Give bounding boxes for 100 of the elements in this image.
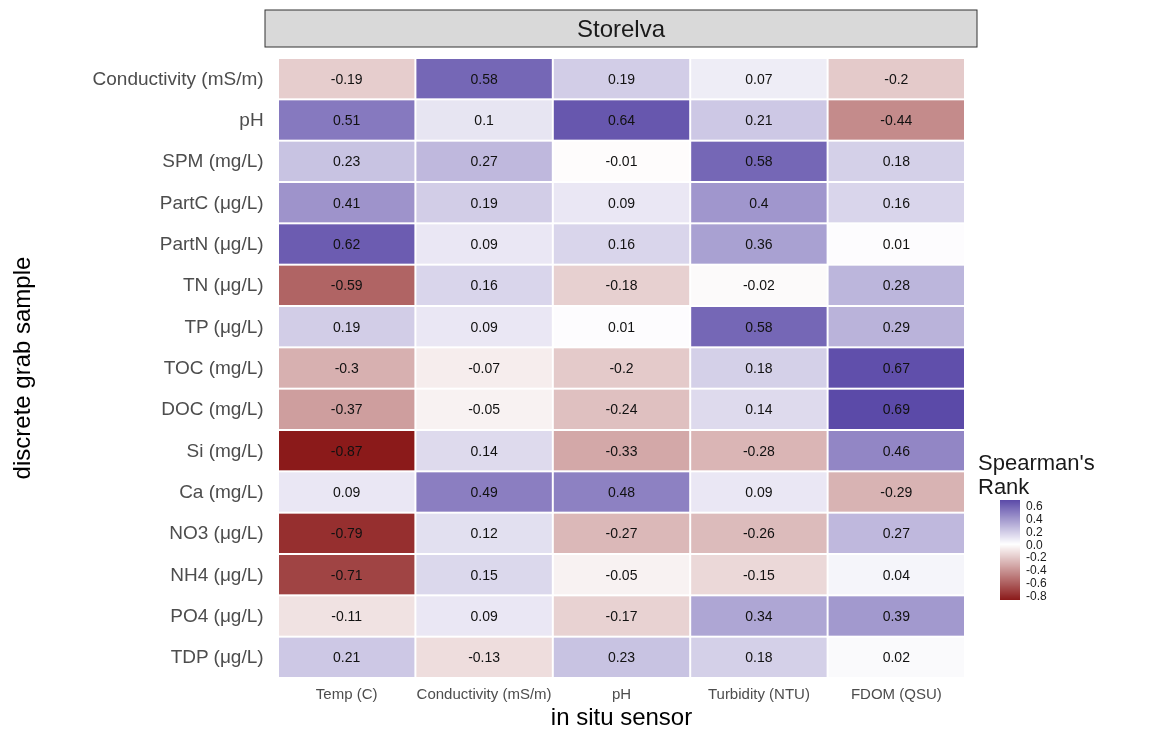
data-label: -0.59 — [330, 277, 363, 294]
data-label: -0.87 — [330, 442, 363, 459]
data-label: 0.12 — [470, 525, 498, 542]
data-label: 0.41 — [333, 194, 361, 211]
color-bar-label: -0.2 — [1026, 550, 1047, 565]
data-label: -0.02 — [742, 277, 776, 294]
data-label: 0.69 — [882, 401, 911, 418]
data-label: 0.4 — [749, 194, 769, 211]
data-label: 0.18 — [745, 649, 773, 666]
data-label: 0.19 — [470, 194, 498, 211]
data-label: 0.09 — [470, 608, 498, 624]
y-tick-label: DOC (mg/L) — [161, 398, 264, 420]
y-tick-label: Conductivity (mS/m) — [92, 67, 264, 89]
data-label: 0.36 — [745, 236, 773, 252]
y-tick-label: Ca (mg/L) — [179, 481, 264, 503]
data-label: 0.21 — [333, 649, 361, 666]
y-tick-label: NH4 (μg/L) — [170, 563, 264, 585]
data-label: 0.28 — [882, 277, 911, 294]
y-tick-label: PartN (μg/L) — [159, 233, 264, 255]
data-label: -0.01 — [605, 153, 638, 170]
color-bar-label: 0.6 — [1026, 499, 1044, 514]
data-label: -0.3 — [334, 360, 359, 376]
y-tick-label: NO3 (μg/L) — [169, 522, 264, 544]
data-label: 0.09 — [470, 318, 498, 335]
data-label: 0.09 — [745, 484, 773, 500]
data-label: 0.29 — [882, 318, 911, 335]
data-label: -0.33 — [605, 442, 638, 459]
data-label: -0.79 — [330, 525, 363, 542]
data-label: -0.11 — [331, 608, 363, 624]
data-label: -0.07 — [468, 360, 501, 376]
color-bar-label: 0.0 — [1026, 537, 1044, 552]
color-bar-label: -0.8 — [1026, 588, 1047, 603]
color-bar-label: 0.2 — [1026, 524, 1044, 539]
y-tick-label: Si (mg/L) — [186, 439, 264, 461]
data-label: 0.64 — [607, 112, 636, 128]
data-label: -0.15 — [742, 566, 776, 583]
data-label: 0.19 — [607, 70, 636, 87]
data-label: -0.26 — [742, 525, 776, 542]
data-label: 0.14 — [470, 442, 498, 459]
y-tick-label: TP (μg/L) — [184, 315, 264, 337]
data-label: 0.21 — [745, 112, 773, 128]
data-label: 0.58 — [745, 153, 773, 170]
y-tick-label: PO4 (μg/L) — [170, 605, 264, 627]
data-label: -0.2 — [609, 360, 634, 376]
data-label: 0.09 — [607, 194, 636, 211]
data-label: 0.16 — [470, 277, 498, 294]
data-label: 0.02 — [882, 649, 911, 666]
data-label: 0.49 — [470, 484, 498, 500]
data-label: 0.58 — [470, 70, 498, 87]
data-label: -0.13 — [468, 649, 501, 666]
data-label: 0.14 — [745, 401, 773, 418]
data-label: 0.15 — [470, 566, 498, 583]
data-label: 0.09 — [470, 236, 498, 252]
data-label: -0.2 — [884, 70, 909, 87]
data-label: -0.29 — [880, 484, 913, 500]
y-tick-label: PartC (μg/L) — [159, 191, 264, 213]
data-label: 0.16 — [607, 236, 636, 252]
data-label: 0.48 — [607, 484, 636, 500]
data-label: 0.23 — [333, 153, 361, 170]
data-label: -0.17 — [605, 608, 638, 624]
data-label: -0.18 — [605, 277, 638, 294]
data-label: 0.1 — [474, 112, 495, 128]
data-label: -0.44 — [880, 112, 913, 128]
color-bar-label: 0.4 — [1026, 511, 1044, 526]
color-bar-title: Spearman's Rank — [978, 450, 1095, 500]
data-label: 0.67 — [882, 360, 911, 376]
data-label: 0.18 — [745, 360, 773, 376]
data-label: 0.34 — [745, 608, 773, 624]
y-tick-label: TN (μg/L) — [182, 274, 264, 296]
chart-title: Storelva — [576, 15, 666, 42]
data-label: -0.71 — [330, 566, 363, 583]
data-label: 0.58 — [745, 318, 773, 335]
data-label: 0.23 — [607, 649, 636, 666]
color-bar-label: -0.6 — [1026, 576, 1047, 591]
x-tick-label: Conductivity (mS/m) — [416, 685, 552, 702]
data-label: -0.05 — [605, 566, 638, 583]
y-tick-label: SPM (mg/L) — [162, 150, 264, 172]
y-tick-label: TDP (μg/L) — [170, 646, 264, 668]
data-label: -0.37 — [330, 401, 363, 418]
data-label: 0.19 — [333, 318, 361, 335]
data-label: 0.16 — [882, 194, 911, 211]
data-label: -0.05 — [468, 401, 501, 418]
color-bar-label: -0.4 — [1026, 563, 1047, 578]
x-axis-title: in situ sensor — [550, 703, 693, 730]
data-label: 0.39 — [882, 608, 911, 624]
data-label: 0.18 — [882, 153, 911, 170]
data-label: 0.07 — [745, 70, 773, 87]
x-tick-label: FDOM (QSU) — [850, 685, 942, 702]
data-label: 0.27 — [470, 153, 498, 170]
data-label: 0.09 — [333, 484, 361, 500]
data-label: -0.24 — [605, 401, 638, 418]
x-tick-label: Temp (C) — [315, 685, 378, 702]
data-label: 0.46 — [882, 442, 911, 459]
data-label: 0.01 — [882, 236, 911, 252]
data-label: 0.04 — [882, 566, 911, 583]
data-label: 0.01 — [607, 318, 636, 335]
data-label: -0.27 — [605, 525, 638, 542]
data-label: 0.27 — [882, 525, 911, 542]
x-tick-label: Turbidity (NTU) — [707, 685, 810, 702]
data-label: -0.19 — [330, 70, 363, 87]
